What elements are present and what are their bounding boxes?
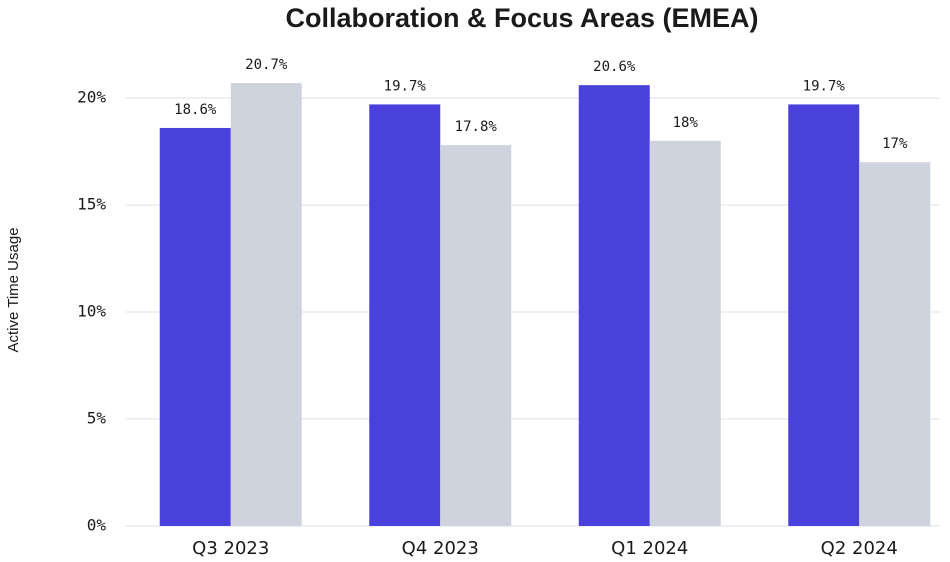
bar	[788, 104, 860, 527]
data-label: 18.6%	[174, 102, 217, 118]
bar	[159, 127, 231, 527]
bar	[578, 85, 650, 526]
data-label: 19.7%	[803, 78, 846, 94]
x-tick-label: Q3 2023	[192, 538, 269, 559]
data-label: 17.8%	[455, 119, 498, 135]
data-label: 17%	[882, 136, 908, 152]
data-label: 19.7%	[384, 78, 427, 94]
bar	[859, 162, 931, 526]
y-tick-label: 10%	[77, 302, 106, 321]
y-axis-label: Active Time Usage	[5, 227, 22, 352]
bar	[649, 140, 721, 527]
bar	[440, 145, 512, 526]
x-tick-label: Q1 2024	[611, 538, 688, 559]
y-tick-label: 15%	[77, 195, 106, 214]
x-tick-label: Q2 2024	[821, 538, 898, 559]
y-tick-label: 5%	[87, 409, 107, 428]
x-tick-label: Q4 2023	[402, 538, 479, 559]
data-label: 20.7%	[245, 57, 288, 73]
chart-title: Collaboration & Focus Areas (EMEA)	[285, 3, 758, 33]
data-label: 18%	[673, 115, 699, 131]
bar	[369, 104, 441, 527]
y-tick-label: 20%	[77, 88, 106, 107]
data-label: 20.6%	[593, 59, 636, 75]
bar	[230, 83, 302, 527]
y-tick-label: 0%	[87, 516, 107, 535]
